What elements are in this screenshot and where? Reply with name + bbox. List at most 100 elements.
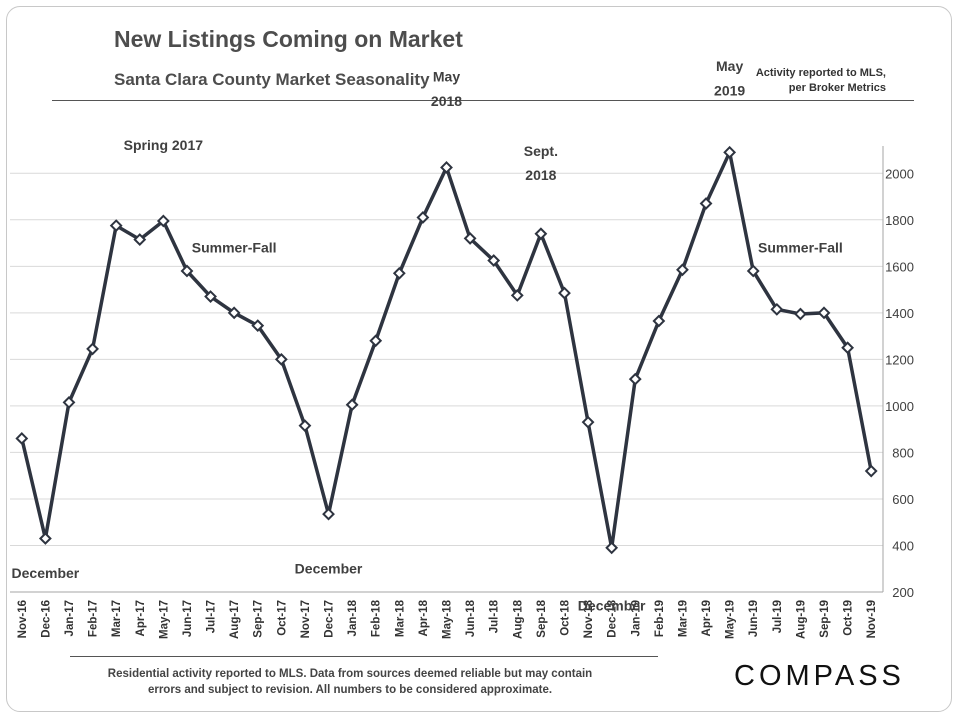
annotation-label: May	[433, 68, 460, 84]
data-point	[817, 306, 831, 320]
data-point	[534, 227, 548, 241]
x-tick-label: Sep-17	[253, 600, 265, 638]
data-point	[369, 334, 383, 348]
disclaimer-line1: Residential activity reported to MLS. Da…	[107, 668, 593, 680]
data-point	[251, 319, 265, 333]
x-tick-label: Mar-17	[111, 600, 123, 637]
x-tick-label: May-17	[158, 600, 170, 639]
x-tick-label: Dec-17	[324, 600, 336, 638]
x-tick-label: Nov-18	[583, 599, 595, 638]
y-tick-label: 1000	[885, 399, 914, 414]
data-point	[227, 306, 241, 320]
annotation-label: 2018	[525, 167, 556, 183]
x-tick-label: Mar-19	[677, 600, 689, 637]
x-tick-label: Dec-18	[607, 599, 619, 637]
y-tick-label: 200	[892, 585, 914, 600]
data-point	[298, 419, 312, 433]
x-tick-label: Sep-18	[536, 599, 548, 637]
data-point	[345, 398, 359, 412]
y-tick-label: 800	[892, 445, 914, 460]
data-point	[723, 145, 737, 159]
x-tick-label: Aug-17	[229, 600, 241, 639]
x-tick-label: Aug-19	[795, 600, 807, 639]
x-tick-label: Apr-18	[418, 599, 430, 636]
annotation-label: December	[295, 560, 363, 576]
y-tick-label: 1600	[885, 259, 914, 274]
annotation-label: Sept.	[524, 143, 558, 159]
footer-divider	[70, 656, 658, 657]
data-point	[487, 254, 501, 267]
x-tick-label: Apr-17	[135, 600, 147, 636]
annotation-label: December	[578, 598, 646, 614]
y-tick-label: 2000	[885, 166, 914, 181]
data-point	[109, 219, 123, 233]
annotation-label: Summer-Fall	[758, 239, 843, 255]
x-tick-label: Jan-17	[64, 600, 76, 636]
data-point	[794, 307, 807, 321]
header-divider	[52, 100, 914, 101]
annotation-label: Summer-Fall	[192, 239, 277, 255]
x-tick-label: Sep-19	[819, 600, 831, 638]
data-point	[133, 233, 147, 246]
compass-logo: COMPASS	[734, 660, 905, 692]
data-point	[86, 342, 99, 356]
source-note-line2: per Broker Metrics	[788, 82, 886, 94]
data-point	[204, 290, 217, 303]
x-tick-label: Jan-18	[347, 599, 359, 636]
data-point	[699, 197, 713, 210]
data-point	[652, 314, 666, 328]
data-point	[864, 464, 878, 478]
x-tick-label: May-18	[442, 599, 454, 639]
source-note-line1: Activity reported to MLS,	[755, 67, 886, 79]
data-point	[558, 286, 571, 300]
data-point	[841, 341, 855, 355]
x-tick-label: Feb-18	[371, 599, 383, 637]
x-tick-label: Nov-16	[17, 600, 29, 638]
x-tick-label: Oct-18	[559, 599, 571, 635]
data-point	[38, 532, 52, 545]
data-point	[274, 352, 288, 366]
x-tick-label: Jul-17	[206, 600, 218, 633]
data-point	[605, 541, 619, 555]
y-tick-label: 600	[892, 492, 914, 507]
data-point	[416, 211, 430, 224]
y-tick-label: 1400	[885, 306, 914, 321]
series-line	[20, 146, 873, 549]
data-point	[581, 415, 595, 429]
annotation-label: 2019	[714, 82, 745, 98]
data-point	[392, 266, 406, 280]
x-tick-label: Nov-19	[866, 600, 878, 638]
x-tick-label: Dec-16	[40, 600, 52, 638]
data-point	[180, 264, 194, 278]
data-point	[746, 264, 760, 278]
x-tick-label: Feb-17	[88, 600, 100, 637]
annotation-label: Spring 2017	[124, 137, 204, 153]
source-note: Activity reported to MLS, per Broker Met…	[686, 66, 886, 96]
data-point	[770, 302, 784, 316]
data-point	[463, 231, 477, 245]
chart-subtitle: Santa Clara County Market Seasonality	[114, 70, 430, 89]
y-tick-label: 1200	[885, 352, 914, 367]
data-point	[440, 161, 453, 174]
x-tick-label: Nov-17	[300, 600, 312, 638]
x-tick-label: Jun-18	[465, 599, 477, 637]
disclaimer-line2: errors and subject to revision. All numb…	[147, 684, 553, 696]
x-tick-label: Aug-18	[512, 599, 524, 639]
chart-title: New Listings Coming on Market	[114, 26, 463, 52]
x-tick-label: Jul-19	[772, 600, 784, 633]
x-tick-label: Mar-18	[394, 599, 406, 637]
y-tick-label: 400	[892, 538, 914, 553]
annotation-label: 2018	[431, 93, 462, 109]
x-tick-label: Oct-17	[276, 600, 288, 636]
x-tick-label: May-19	[725, 600, 737, 639]
annotation-label: May	[716, 58, 743, 74]
data-point	[15, 432, 29, 445]
x-tick-label: Jun-19	[748, 600, 760, 637]
x-tick-label: Feb-19	[654, 600, 666, 637]
data-point	[62, 395, 76, 409]
x-tick-label: Oct-19	[843, 600, 855, 636]
data-point	[628, 372, 642, 386]
disclaimer: Residential activity reported to MLS. Da…	[80, 666, 620, 698]
x-tick-label: Jun-17	[182, 600, 194, 637]
